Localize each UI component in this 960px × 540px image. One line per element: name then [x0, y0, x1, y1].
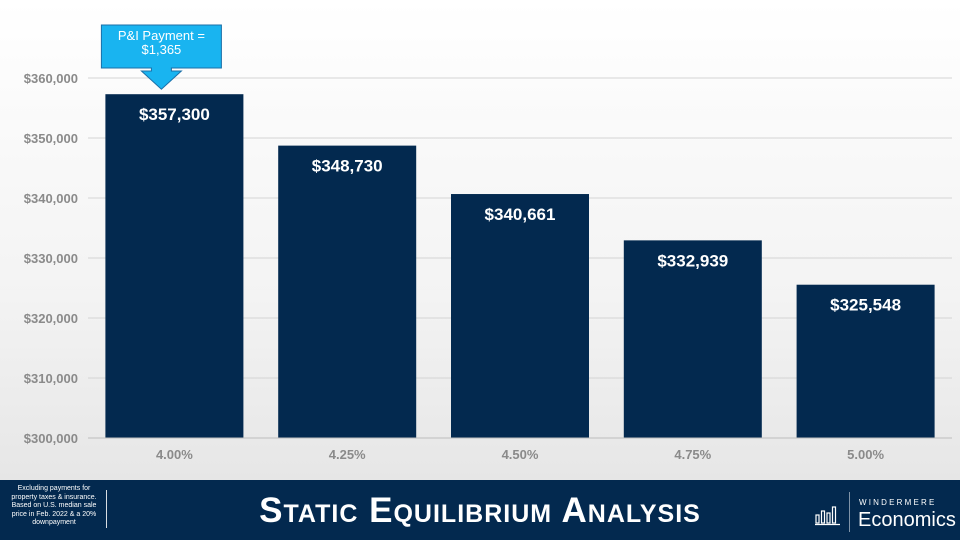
logo-divider [849, 492, 850, 532]
x-tick-label: 5.00% [847, 447, 884, 462]
bar [278, 145, 417, 438]
x-tick-label: 4.00% [156, 447, 193, 462]
payment-callout-arrow [100, 24, 222, 90]
y-tick-label: $350,000 [24, 131, 78, 146]
bar-chart-logo-icon [815, 506, 840, 526]
y-tick-label: $310,000 [24, 371, 78, 386]
logo-top-text: WINDERMERE [859, 498, 937, 507]
x-tick-label: 4.25% [329, 447, 366, 462]
footnote: Excluding payments for property taxes & … [11, 485, 97, 527]
windermere-logo: WINDERMERE Economics [813, 486, 960, 534]
bar-data-label: $348,730 [312, 157, 383, 176]
y-tick-label: $330,000 [24, 251, 78, 266]
footnote-divider [106, 490, 107, 528]
x-tick-label: 4.50% [502, 447, 539, 462]
bar-chart: $300,000 $310,000 $320,000 $330,000 $340,000… [24, 24, 952, 462]
x-tick-label: 4.75% [674, 447, 711, 462]
bar [796, 284, 935, 438]
y-tick-label: $360,000 [24, 71, 78, 86]
callout-text: P&I Payment = [118, 28, 205, 43]
callout-text: $1,365 [142, 42, 182, 57]
slide-title: Static Equilibrium Analysis [259, 491, 701, 530]
bar-data-label: $325,548 [830, 296, 901, 315]
footer-bar: Excluding payments for property taxes & … [0, 480, 960, 540]
logo-bottom-text: Economics [858, 509, 956, 531]
y-tick-label: $320,000 [24, 311, 78, 326]
y-tick-label: $340,000 [24, 191, 78, 206]
bar-data-label: $357,300 [139, 105, 210, 124]
bar [623, 240, 762, 438]
y-tick-label: $300,000 [24, 431, 78, 446]
bar [451, 194, 589, 438]
bar-data-label: $332,939 [657, 251, 728, 270]
bar-data-label: $340,661 [485, 205, 556, 224]
bar [105, 94, 244, 438]
